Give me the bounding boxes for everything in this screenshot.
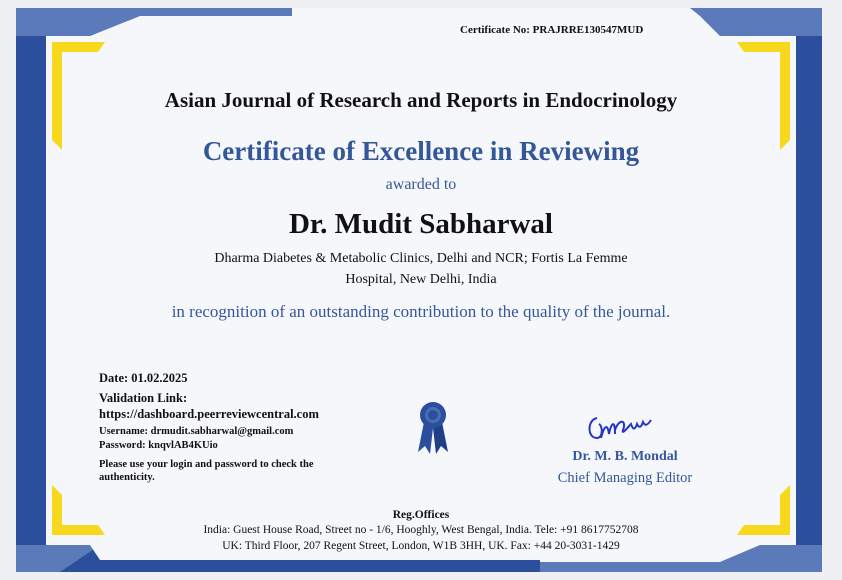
validation-note: Please use your login and password to ch… bbox=[99, 459, 314, 483]
journal-name: Asian Journal of Research and Reports in… bbox=[164, 88, 678, 112]
validation-link-label: Validation Link: bbox=[99, 391, 188, 405]
validation-link[interactable]: https://dashboard.peerreviewcentral.com bbox=[99, 407, 319, 421]
recipient-affiliation: Dharma Diabetes & Metabolic Clinics, Del… bbox=[0, 248, 842, 290]
username: Username: drmudit.sabharwal@gmail.com bbox=[99, 426, 294, 437]
awarded-to-label: awarded to bbox=[385, 176, 457, 193]
recipient-name: Dr. Mudit Sabharwal bbox=[288, 208, 553, 240]
reg-offices-heading: Reg.Offices bbox=[392, 509, 450, 521]
corner-brackets bbox=[52, 42, 790, 535]
certificate-number: Certificate No: PRAJRRE130547MUD bbox=[460, 24, 644, 36]
affiliation-line-2: Hospital, New Delhi, India bbox=[345, 272, 497, 287]
recognition-text: in recognition of an outstanding contrib… bbox=[171, 302, 671, 321]
signature bbox=[588, 417, 652, 440]
password: Password: knqvlAB4KUio bbox=[99, 440, 218, 451]
issue-date: Date: 01.02.2025 bbox=[99, 371, 188, 385]
uk-office-address: UK: Third Floor, 207 Regent Street, Lond… bbox=[222, 540, 620, 552]
signatory-role: Chief Managing Editor bbox=[557, 470, 693, 486]
india-office-address: India: Guest House Road, Street no - 1/6… bbox=[203, 524, 639, 536]
signatory-name: Dr. M. B. Mondal bbox=[572, 449, 678, 464]
affiliation-line-1: Dharma Diabetes & Metabolic Clinics, Del… bbox=[214, 251, 628, 266]
certificate-title: Certificate of Excellence in Reviewing bbox=[202, 136, 640, 166]
award-ribbon-icon bbox=[418, 402, 448, 454]
